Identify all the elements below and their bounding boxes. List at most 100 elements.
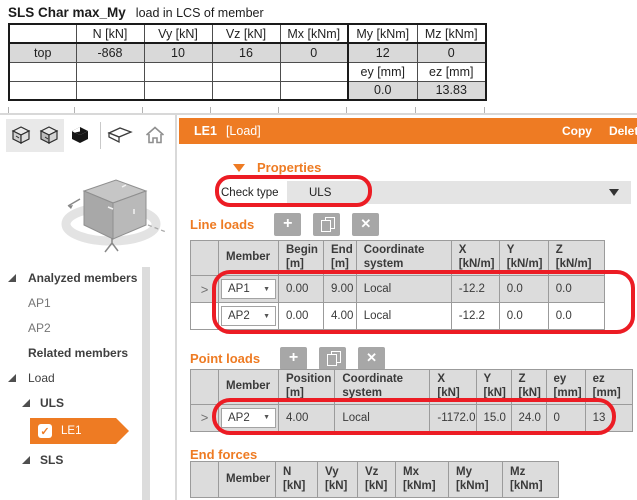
- row-selector[interactable]: >: [190, 275, 219, 303]
- begin-cell[interactable]: 0.00: [278, 302, 324, 330]
- ez-cell[interactable]: 13: [584, 403, 633, 432]
- col-header: X [kN]: [429, 369, 477, 405]
- toolbar-divider: [100, 122, 101, 149]
- point-loads-header: Point loads + ✕: [190, 346, 386, 370]
- member-dropdown[interactable]: AP2 ▼: [221, 306, 276, 326]
- tree-label: ULS: [40, 396, 64, 410]
- col-header: Mx [kNm]: [395, 461, 449, 498]
- check-type-dropdown[interactable]: ULS: [287, 181, 631, 204]
- navigation-cube[interactable]: [56, 167, 170, 257]
- line-load-row: > AP1 ▼ 0.00 9.00 Local -12.2 0.0 0.0: [190, 275, 605, 303]
- row-selector[interactable]: [190, 302, 219, 330]
- tree-item-le1-selected[interactable]: ✓ LE1: [30, 418, 129, 444]
- plus-icon: +: [288, 349, 299, 366]
- member-dropdown[interactable]: AP2 ▼: [221, 407, 276, 428]
- tree-label: LE1: [61, 425, 82, 437]
- header-cell: My [kNm]: [347, 23, 418, 44]
- y-cell[interactable]: 0.0: [498, 275, 549, 303]
- doc-title-sub: load in LCS of member: [135, 6, 264, 20]
- x-cell[interactable]: -1172.0: [429, 403, 477, 432]
- end-cell[interactable]: 9.00: [323, 275, 357, 303]
- tree-label: Load: [28, 371, 55, 385]
- expander-icon[interactable]: [22, 456, 30, 464]
- begin-cell[interactable]: 0.00: [278, 275, 324, 303]
- col-header: My [kNm]: [448, 461, 503, 498]
- add-point-load-button[interactable]: +: [280, 346, 308, 370]
- end-cell[interactable]: 4.00: [323, 302, 357, 330]
- z-cell[interactable]: 0.0: [547, 275, 605, 303]
- chevron-down-icon: ▼: [263, 285, 270, 293]
- copy-line-load-button[interactable]: [313, 212, 341, 236]
- section-box-icon[interactable]: [107, 124, 133, 146]
- value-cell: 10: [143, 42, 213, 63]
- checkbox-checked[interactable]: ✓: [38, 424, 52, 438]
- y-cell[interactable]: 15.0: [475, 403, 512, 432]
- tree-item-sls[interactable]: SLS: [0, 449, 177, 471]
- plus-icon: +: [283, 215, 293, 232]
- expander-icon[interactable]: [8, 274, 16, 282]
- section-title: Point loads: [190, 350, 261, 366]
- delete-line-load-button[interactable]: ✕: [352, 212, 380, 236]
- tree-item-ap1[interactable]: AP1: [0, 292, 177, 314]
- position-cell[interactable]: 4.00: [277, 403, 336, 432]
- tree-scrollbar[interactable]: [142, 267, 150, 500]
- col-header: Z [kN/m]: [547, 240, 605, 276]
- ey-cell[interactable]: 0: [545, 403, 586, 432]
- add-line-load-button[interactable]: +: [274, 212, 302, 236]
- tree-item-ap2[interactable]: AP2: [0, 317, 177, 339]
- wire-cube-view-alt-icon[interactable]: [38, 124, 60, 146]
- home-icon[interactable]: [144, 124, 166, 146]
- main-panel: LE1 [Load] Copy Delete Properties Check …: [179, 115, 637, 500]
- table-row-ecc-labels: ey [mm] ez [mm]: [8, 61, 487, 82]
- row-selector[interactable]: >: [190, 403, 219, 432]
- expander-icon[interactable]: [22, 399, 30, 407]
- chevron-right-icon: >: [200, 281, 209, 297]
- x-cell[interactable]: -12.2: [450, 275, 500, 303]
- tree-label: SLS: [40, 453, 64, 467]
- member-dropdown[interactable]: AP1 ▼: [221, 279, 276, 299]
- tree-item-load[interactable]: Load: [0, 367, 177, 389]
- check-icon: ✓: [40, 425, 50, 438]
- y-cell[interactable]: 0.0: [498, 302, 549, 330]
- ecc-value: 0.0: [347, 80, 418, 101]
- section-title: Line loads: [190, 216, 255, 232]
- panel-header: LE1 [Load] Copy Delete: [179, 118, 637, 144]
- header-cell: N [kN]: [75, 23, 145, 44]
- delete-point-load-button[interactable]: ✕: [358, 346, 386, 370]
- coordinate-system-cell[interactable]: Local: [355, 302, 452, 330]
- tree-item-related-members[interactable]: Related members: [0, 342, 177, 364]
- col-header: Y [kN]: [475, 369, 512, 405]
- end-forces-table: Member N [kN] Vy [kN] Vz [kN] Mx [kNm] M…: [190, 461, 559, 498]
- header-cell: Mx [kNm]: [279, 23, 349, 44]
- expander-icon[interactable]: [8, 374, 16, 382]
- properties-section-header[interactable]: Properties: [233, 160, 321, 175]
- copy-point-load-button[interactable]: [319, 346, 347, 370]
- delete-button[interactable]: Delete: [608, 124, 637, 138]
- section-title: End forces: [190, 446, 258, 462]
- tree-label: Analyzed members: [28, 271, 138, 285]
- tree-label: AP1: [28, 296, 51, 310]
- col-header: Member: [218, 461, 276, 498]
- tree-item-analyzed-members[interactable]: Analyzed members: [0, 267, 177, 289]
- check-type-row: Check type ULS: [221, 181, 631, 204]
- col-header: Mz [kNm]: [502, 461, 559, 498]
- copy-button[interactable]: Copy: [561, 124, 592, 138]
- coordinate-system-cell[interactable]: Local: [334, 403, 431, 432]
- solid-cube-view-icon[interactable]: [69, 124, 91, 146]
- collapse-triangle-icon[interactable]: [233, 163, 245, 172]
- member-value: AP1: [228, 283, 250, 295]
- col-header: Y [kN/m]: [498, 240, 549, 276]
- col-header: Coordinate system: [355, 240, 452, 276]
- close-icon: ✕: [360, 216, 372, 231]
- ecc-label: ey [mm]: [347, 61, 418, 82]
- wire-cube-view-icon[interactable]: [10, 124, 32, 146]
- z-cell[interactable]: 24.0: [510, 403, 547, 432]
- tree-item-uls[interactable]: ULS: [0, 392, 177, 414]
- value-cell: 0: [279, 42, 349, 63]
- coordinate-system-cell[interactable]: Local: [355, 275, 452, 303]
- sidebar: Analyzed members AP1 AP2 Related members…: [0, 115, 177, 500]
- header-cell: Vz [kN]: [211, 23, 281, 44]
- x-cell[interactable]: -12.2: [450, 302, 500, 330]
- z-cell[interactable]: 0.0: [547, 302, 605, 330]
